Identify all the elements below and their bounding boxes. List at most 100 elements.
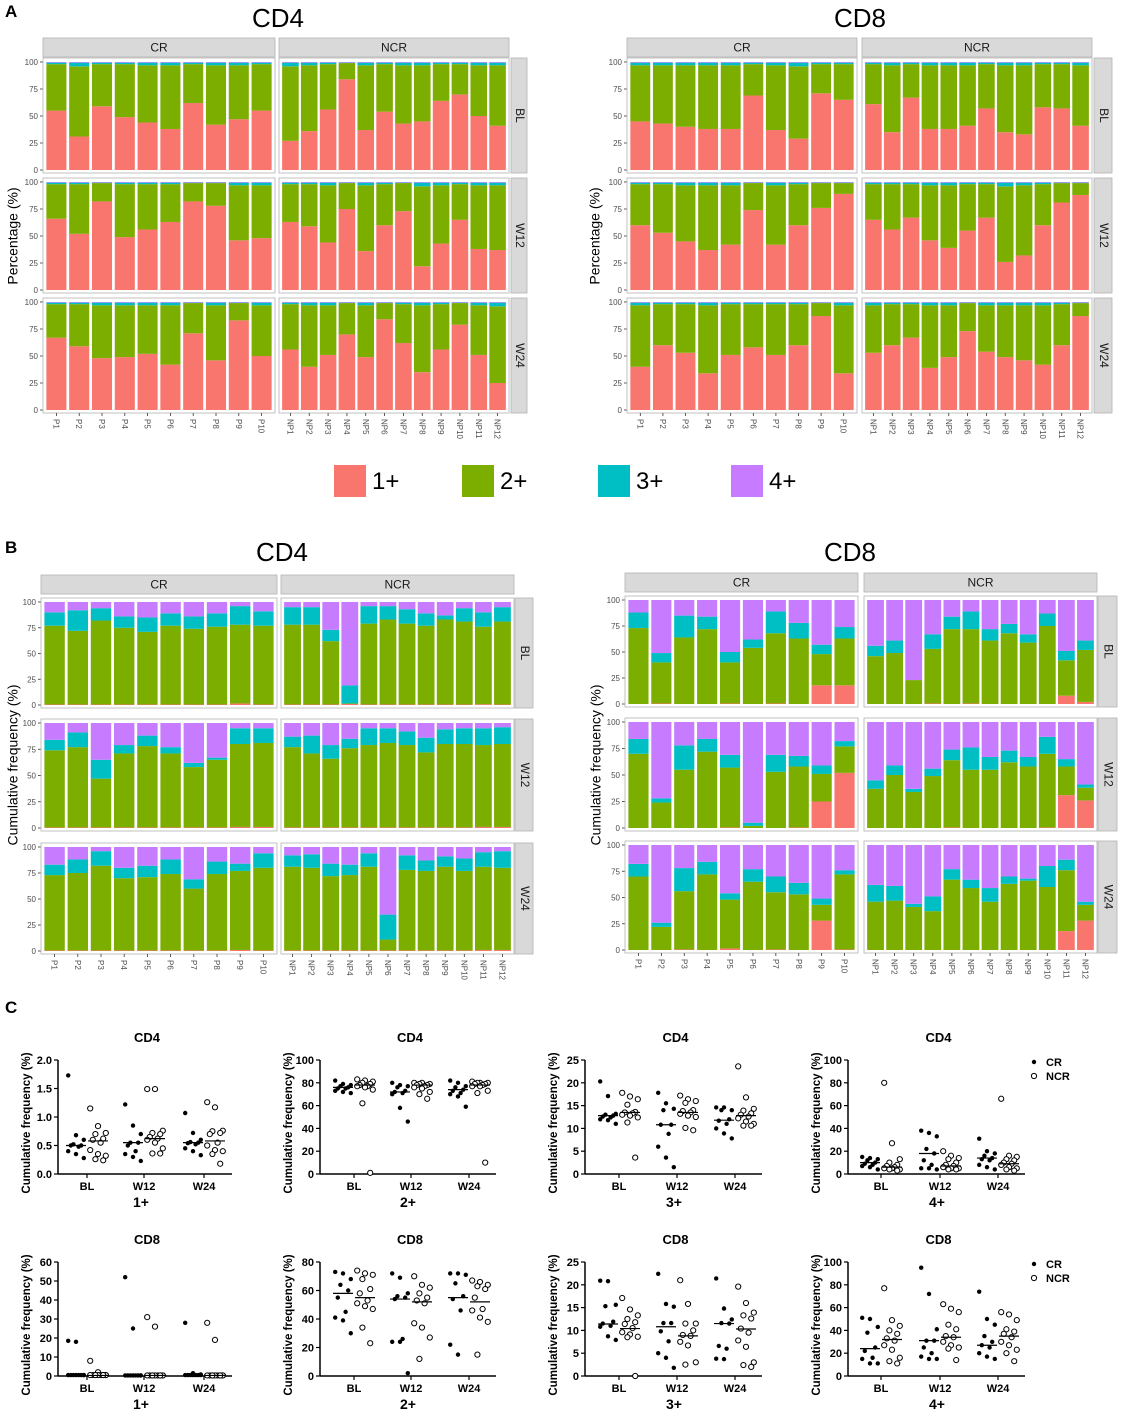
x-tick-label: NP6	[380, 419, 389, 435]
x-tick-label: NP2	[307, 960, 316, 976]
cr-data-point	[605, 1334, 611, 1339]
cr-data-point	[727, 1117, 732, 1122]
bar-segment-1plus	[865, 352, 882, 410]
bar-segment-2plus	[788, 184, 809, 226]
bar-segment-4plus	[628, 600, 649, 613]
cr-data-point	[405, 1084, 410, 1089]
bar-segment-1plus	[360, 704, 378, 705]
ncr-data-point	[740, 1122, 747, 1129]
bar-segment-2plus	[765, 185, 786, 245]
bar-segment-2plus	[338, 63, 356, 80]
x-tick-label: NP4	[342, 419, 351, 435]
ncr-data-point	[1005, 1342, 1013, 1349]
bar-segment-1plus	[137, 704, 158, 705]
bar-segment-2plus	[341, 875, 359, 951]
bar-segment-4plus	[90, 602, 112, 609]
bar-segment-4plus	[341, 847, 359, 865]
bar-segment-1plus	[183, 333, 204, 410]
cr-data-point	[605, 1117, 611, 1123]
y-tick-label: 40	[302, 1314, 314, 1326]
cr-data-point	[714, 1276, 719, 1281]
bar-segment-2plus	[470, 185, 488, 249]
bar-segment-4plus	[160, 182, 181, 183]
ncr-data-point	[476, 1083, 484, 1090]
cr-data-point	[666, 1131, 671, 1137]
bar-segment-3plus	[160, 182, 181, 185]
row-strip-label: W24	[518, 886, 532, 911]
bar-segment-1plus	[788, 138, 809, 170]
y-tick-label: 0	[616, 700, 621, 709]
bar-segment-4plus	[183, 182, 204, 183]
cr-data-point	[865, 1330, 870, 1335]
cr-data-point	[397, 1275, 403, 1280]
bar-segment-1plus	[1077, 800, 1094, 828]
ncr-data-point	[998, 1095, 1005, 1102]
bar-segment-4plus	[902, 302, 920, 303]
bar-segment-3plus	[651, 922, 672, 927]
legend-label: 4+	[769, 468, 796, 495]
bar-segment-3plus	[674, 745, 695, 770]
ncr-data-point	[619, 1329, 626, 1336]
bar-segment-2plus	[137, 65, 158, 123]
row-strip-label: W12	[513, 223, 527, 248]
bar-segment-4plus	[921, 62, 939, 63]
bar-segment-1plus	[1034, 225, 1052, 290]
ncr-data-point	[677, 1092, 684, 1099]
bar-segment-3plus	[652, 62, 673, 66]
y-axis-label: Cumulative frequency (%)	[811, 1052, 823, 1193]
x-tick-label: P2	[658, 419, 667, 429]
bar-segment-3plus	[788, 182, 809, 185]
bar-segment-3plus	[44, 612, 65, 626]
bar-segment-2plus	[1034, 184, 1052, 226]
bar-segment-3plus	[206, 757, 228, 760]
bar-segment-3plus	[630, 182, 651, 185]
bar-segment-1plus	[1038, 827, 1056, 828]
x-tick-label: P5	[725, 959, 734, 969]
y-axis-label: Percentage (%)	[5, 187, 21, 284]
ncr-data-point	[369, 1086, 376, 1093]
x-tick-label: P3	[97, 419, 106, 429]
cr-data-point	[661, 1320, 666, 1326]
bar-segment-4plus	[651, 600, 672, 654]
x-tick-label: P10	[840, 959, 849, 974]
x-tick-label: P9	[816, 419, 825, 429]
bar-segment-2plus	[719, 767, 741, 828]
legend-label: 2+	[500, 468, 527, 495]
ncr-data-point	[894, 1167, 901, 1174]
y-tick-label: 0	[308, 1371, 314, 1383]
bar-segment-3plus	[720, 302, 741, 305]
bar-segment-2plus	[228, 185, 249, 241]
bar-segment-1plus	[470, 116, 488, 170]
ncr-data-point	[684, 1342, 692, 1349]
bar-segment-4plus	[183, 723, 205, 763]
bar-segment-3plus	[455, 728, 473, 744]
bar-segment-2plus	[996, 305, 1014, 358]
ncr-data-point	[484, 1087, 491, 1094]
bar-segment-3plus	[376, 62, 393, 65]
bar-segment-2plus	[788, 66, 809, 139]
ncr-data-point	[626, 1093, 634, 1100]
bar-segment-1plus	[940, 128, 958, 170]
bar-segment-1plus	[282, 349, 299, 410]
bar-segment-4plus	[451, 302, 469, 303]
bar-segment-2plus	[489, 65, 506, 126]
bar-segment-4plus	[834, 845, 855, 871]
bar-segment-4plus	[360, 847, 378, 854]
bar-segment-4plus	[743, 182, 764, 183]
bar-segment-2plus	[1015, 185, 1033, 256]
bar-segment-2plus	[69, 304, 90, 347]
bar-segment-4plus	[436, 723, 454, 730]
y-tick-label: 80	[830, 1078, 842, 1090]
bar-segment-2plus	[743, 304, 764, 348]
x-tick-label: P6	[166, 960, 175, 970]
cr-data-point	[984, 1149, 990, 1154]
bar-segment-3plus	[253, 611, 274, 626]
y-tick-label: 100	[824, 1257, 842, 1269]
y-axis-label: Cumulative frequency (%)	[548, 1052, 560, 1193]
y-tick-label: 10	[567, 1325, 579, 1337]
x-tick-label: NP10	[1038, 419, 1047, 440]
ncr-data-point	[1005, 1311, 1013, 1318]
bar-segment-4plus	[1019, 845, 1037, 879]
